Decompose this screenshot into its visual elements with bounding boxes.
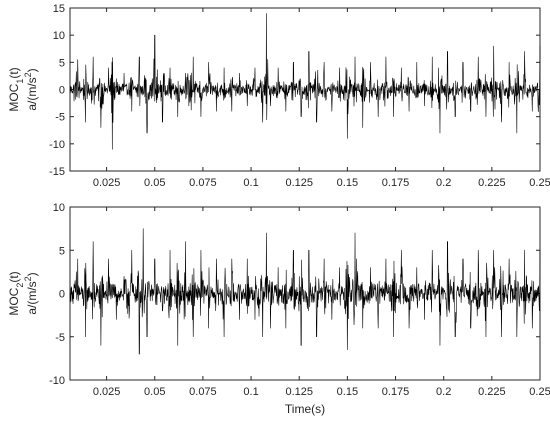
x-tick-label: 0.25: [529, 177, 550, 189]
x-tick-label: 0.075: [189, 177, 217, 189]
x-tick-label: 0.225: [478, 177, 506, 189]
x-axis-ticks: 0.025 0.05 0.075 0.1 0.125 0.15 0.175 0.2 0.225 0…: [93, 207, 550, 398]
x-tick-label: 0.15: [337, 386, 358, 398]
series-line-moc1: [69, 13, 541, 150]
chart-panel-moc2: 0.025 0.05 0.075 0.1 0.125 0.15 0.175 0.2 0.225 0…: [7, 202, 550, 416]
y-tick-label: 15: [53, 3, 65, 15]
y-label-unit-sup: 2: [23, 72, 33, 77]
x-tick-label: 0.225: [478, 386, 506, 398]
y-label-unit-main: a/(m/s: [25, 281, 39, 314]
y-label-moc-sub: 1: [15, 79, 25, 84]
y-axis-label-unit: a/(m/s2): [23, 68, 39, 110]
y-label-moc-tail: (t): [7, 67, 21, 78]
y-tick-label: -10: [49, 139, 65, 151]
x-tick-label: 0.1: [243, 177, 258, 189]
x-tick-label: 0.125: [285, 386, 313, 398]
x-tick-label: 0.05: [144, 177, 165, 189]
y-tick-label: 10: [53, 202, 65, 214]
y-axis-label-moc: MOC1(t): [7, 67, 25, 111]
x-tick-label: 0.075: [189, 386, 217, 398]
y-tick-label: -5: [55, 332, 65, 344]
y-tick-label: -10: [49, 375, 65, 387]
y-label-moc-main: MOC: [7, 83, 21, 111]
x-axis-ticks: 0.025 0.05 0.075 0.1 0.125 0.15 0.175 0.2 0.225 0…: [93, 8, 550, 189]
chart-panel-moc1: 0.025 0.05 0.075 0.1 0.125 0.15 0.175 0.2 0.225 0…: [7, 3, 550, 189]
x-tick-label: 0.175: [382, 177, 410, 189]
y-label-unit-tail: ): [25, 68, 39, 72]
y-axis-ticks: -15 -10 -5 0 5 10 15: [49, 3, 540, 178]
y-tick-label: 10: [53, 30, 65, 42]
y-axis-ticks: -10 -5 0 5 10: [49, 202, 540, 387]
x-tick-label: 0.025: [93, 386, 121, 398]
y-axis-label-moc: MOC2(t): [7, 271, 25, 315]
x-tick-label: 0.025: [93, 177, 121, 189]
y-axis-label-unit: a/(m/s2): [23, 272, 39, 314]
y-tick-label: 0: [59, 85, 65, 97]
y-label-unit-main: a/(m/s: [25, 77, 39, 110]
y-label-moc-main: MOC: [7, 287, 21, 315]
x-tick-label: 0.2: [436, 386, 451, 398]
y-tick-label: 5: [59, 245, 65, 257]
y-label-moc-sub: 2: [15, 283, 25, 288]
y-label-unit-sup: 2: [23, 276, 33, 281]
x-tick-label: 0.2: [436, 177, 451, 189]
x-tick-label: 0.25: [529, 386, 550, 398]
x-tick-label: 0.175: [382, 386, 410, 398]
y-label-moc-tail: (t): [7, 271, 21, 282]
series-line-moc2: [69, 228, 541, 355]
y-tick-label: -5: [55, 112, 65, 124]
x-tick-label: 0.05: [144, 386, 165, 398]
x-tick-label: 0.1: [243, 386, 258, 398]
x-axis-label: Time(s): [285, 402, 325, 416]
x-tick-label: 0.15: [337, 177, 358, 189]
y-tick-label: 0: [59, 289, 65, 301]
y-tick-label: -15: [49, 166, 65, 178]
x-tick-label: 0.125: [285, 177, 313, 189]
y-tick-label: 5: [59, 57, 65, 69]
y-label-unit-tail: ): [25, 272, 39, 276]
